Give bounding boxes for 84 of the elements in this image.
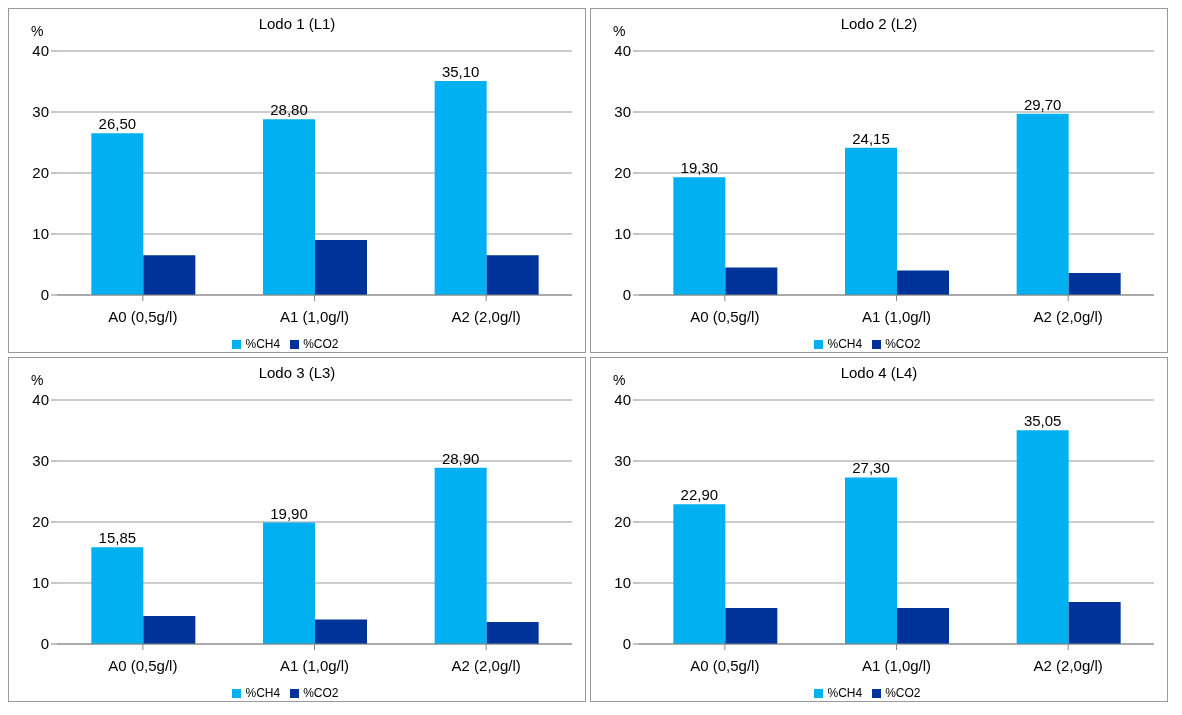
y-axis-title: % (613, 372, 626, 388)
y-tick-label: 10 (614, 225, 631, 243)
bar (1016, 430, 1069, 644)
bar (143, 255, 196, 295)
bar (897, 608, 949, 644)
x-tick-label: A2 (2,0g/l) (1033, 307, 1103, 325)
bar (673, 177, 726, 295)
data-label: 27,30 (852, 459, 890, 477)
data-label: 15,85 (98, 529, 137, 547)
x-tick-label: A1 (1,0g/l) (861, 307, 932, 325)
y-tick-label: 0 (622, 635, 631, 653)
data-label: 19,90 (270, 504, 308, 522)
bar (673, 504, 726, 644)
y-tick-label: 30 (32, 452, 49, 470)
y-tick-label: 0 (40, 635, 49, 653)
y-tick-label: 20 (614, 513, 631, 531)
x-tick-label: A0 (0,5g/l) (690, 307, 760, 325)
y-tick-label: 20 (32, 164, 49, 182)
y-axis-title: % (613, 23, 626, 39)
legend-label: %CO2 (303, 686, 339, 700)
bar (486, 622, 539, 644)
bar (263, 119, 315, 295)
bar (845, 477, 897, 644)
x-tick-label: A2 (2,0g/l) (1033, 656, 1103, 674)
data-label: 28,90 (441, 449, 480, 467)
bar (315, 240, 367, 295)
y-tick-label: 10 (614, 574, 631, 592)
bar (434, 467, 487, 644)
legend-label: %CH4 (827, 686, 863, 700)
data-label: 26,50 (98, 115, 137, 133)
bar (143, 615, 196, 644)
data-label: 24,15 (852, 129, 890, 147)
y-axis-title: % (31, 23, 44, 39)
bar (725, 608, 778, 644)
y-tick-label: 0 (40, 286, 49, 304)
chart-title: Lodo 1 (L1) (258, 15, 336, 32)
legend-label: %CH4 (827, 337, 863, 351)
bar (1068, 601, 1121, 644)
y-tick-label: 40 (32, 391, 49, 409)
y-tick-label: 30 (32, 103, 49, 121)
legend-label: %CH4 (245, 686, 281, 700)
data-label: 28,80 (270, 101, 308, 119)
y-tick-label: 10 (32, 574, 49, 592)
bar (725, 267, 778, 295)
y-tick-label: 40 (614, 391, 631, 409)
chart-title: Lodo 4 (L4) (840, 364, 918, 381)
y-tick-label: 10 (32, 225, 49, 243)
y-tick-label: 30 (614, 103, 631, 121)
x-tick-label: A1 (1,0g/l) (279, 656, 350, 674)
bar (1068, 273, 1121, 295)
y-tick-label: 30 (614, 452, 631, 470)
data-label: 35,05 (1023, 412, 1062, 430)
x-tick-label: A0 (0,5g/l) (108, 307, 178, 325)
legend-label: %CO2 (303, 337, 339, 351)
data-label: 19,30 (680, 159, 719, 177)
data-label: 35,10 (441, 62, 480, 80)
bar (263, 522, 315, 644)
x-tick-label: A2 (2,0g/l) (451, 656, 521, 674)
y-tick-label: 0 (622, 286, 631, 304)
bar (486, 255, 539, 295)
chart-title: Lodo 2 (L2) (840, 15, 918, 32)
y-axis-title: % (31, 372, 44, 388)
y-tick-label: 20 (614, 164, 631, 182)
x-tick-label: A0 (0,5g/l) (108, 656, 178, 674)
x-tick-label: A1 (1,0g/l) (861, 656, 932, 674)
bar (91, 547, 144, 644)
x-tick-label: A0 (0,5g/l) (690, 656, 760, 674)
chart-title: Lodo 3 (L3) (258, 364, 336, 381)
bar (1016, 113, 1069, 295)
y-tick-label: 40 (32, 42, 49, 60)
data-label: 22,90 (680, 486, 719, 504)
bar (845, 147, 897, 295)
data-label: 29,70 (1023, 95, 1062, 113)
bar (91, 133, 144, 295)
legend-label: %CO2 (885, 686, 921, 700)
x-tick-label: A1 (1,0g/l) (279, 307, 350, 325)
y-tick-label: 40 (614, 42, 631, 60)
y-tick-label: 20 (32, 513, 49, 531)
bar (434, 80, 487, 295)
bar (315, 619, 367, 644)
x-tick-label: A2 (2,0g/l) (451, 307, 521, 325)
legend-label: %CH4 (245, 337, 281, 351)
bar (897, 270, 949, 295)
legend-label: %CO2 (885, 337, 921, 351)
